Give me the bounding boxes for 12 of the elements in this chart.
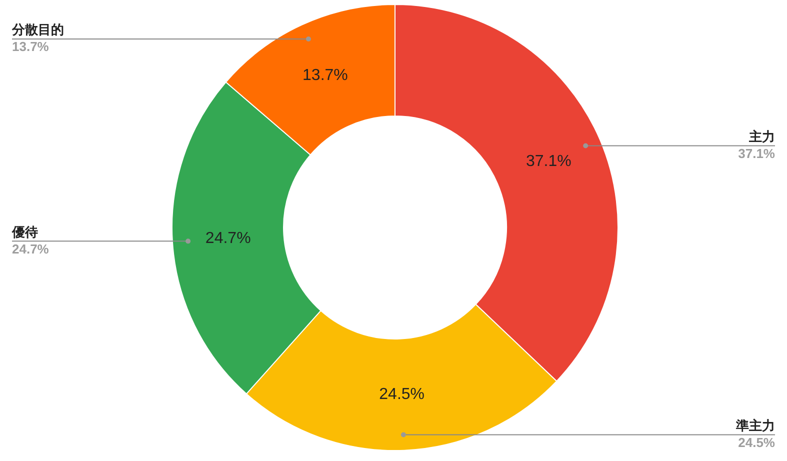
text: 24.7% [12,241,50,256]
slice-label: 優待 [11,224,38,240]
data-label: 37.1% [526,152,572,170]
slice-label: 主力 [748,128,775,144]
text: 13.7% [12,39,50,54]
text: 24.5% [738,434,776,450]
data-label: 24.5% [379,386,425,404]
data-label: 13.7% [302,66,348,84]
slice-label: 準主力 [735,418,775,433]
data-label: 24.7% [205,230,251,247]
text: 37.1% [738,146,776,161]
slice-label: 分散目的 [11,22,64,38]
